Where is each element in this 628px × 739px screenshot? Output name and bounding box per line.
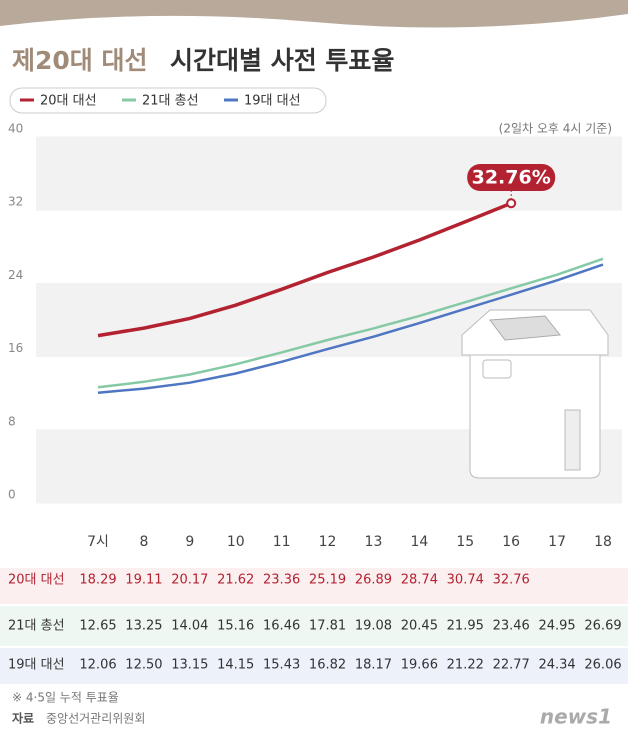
- source: 중앙선거관리위원회: [46, 712, 145, 726]
- line: [97, 263, 604, 394]
- logo: news1: [540, 705, 612, 729]
- y-tick-label: 16: [8, 341, 23, 355]
- table-cell: 24.95: [538, 619, 575, 634]
- x-tick-label: 7시: [87, 534, 109, 550]
- x-tick-label: 18: [594, 534, 612, 550]
- table-cell: 12.50: [125, 658, 162, 673]
- table-cell: 12.65: [79, 619, 116, 634]
- end-marker: [506, 198, 517, 209]
- y-tick-label: 8: [8, 414, 16, 428]
- table-cell: 26.06: [584, 658, 621, 673]
- table-cell: 16.46: [263, 619, 300, 634]
- table-cell: 32.76: [493, 573, 530, 588]
- table-cell: 21.22: [447, 658, 484, 673]
- row-label: 19대 대선: [8, 658, 65, 673]
- y-tick-label: 32: [8, 195, 23, 209]
- table-cell: 21.95: [447, 619, 484, 634]
- table-cell: 13.25: [125, 619, 162, 634]
- table-cell: 26.89: [355, 573, 392, 588]
- table-cell: 15.16: [217, 619, 254, 634]
- y-tick-label: 0: [8, 488, 16, 502]
- x-tick-label: 16: [502, 534, 520, 550]
- table-cell: 26.69: [584, 619, 621, 634]
- table-cell: 21.62: [217, 573, 254, 588]
- table-cell: 30.74: [447, 573, 484, 588]
- x-tick-label: 12: [319, 534, 337, 550]
- legend-label: 19대 대선: [244, 94, 301, 109]
- x-tick-label: 14: [410, 534, 428, 550]
- x-tick-label: 9: [185, 534, 194, 550]
- table-cell: 23.46: [493, 619, 530, 634]
- legend-box: [9, 87, 327, 114]
- row-label: 21대 총선: [8, 619, 65, 634]
- table-cell: 18.29: [79, 573, 116, 588]
- legend-label: 21대 총선: [142, 94, 199, 109]
- table-cell: 18.17: [355, 658, 392, 673]
- legend-label: 20대 대선: [40, 94, 97, 109]
- x-tick-label: 13: [365, 534, 383, 550]
- annotation: 32.76%: [472, 167, 551, 189]
- x-tick-label: 10: [227, 534, 245, 550]
- ballot-box-illustration: [461, 309, 609, 479]
- row-bg: [0, 606, 628, 646]
- table-cell: 20.17: [171, 573, 208, 588]
- x-tick-label: 8: [139, 534, 148, 550]
- table-cell: 14.15: [217, 658, 254, 673]
- line: [97, 201, 512, 338]
- table-cell: 14.04: [171, 619, 208, 634]
- title-highlight: 제20대 대선: [12, 46, 148, 75]
- table-cell: 17.81: [309, 619, 346, 634]
- line: [97, 257, 604, 389]
- table-cell: 13.15: [171, 658, 208, 673]
- table-cell: 16.82: [309, 658, 346, 673]
- title: 시간대별 사전 투표율: [170, 46, 394, 75]
- table-cell: 19.11: [125, 573, 162, 588]
- table-cell: 24.34: [538, 658, 575, 673]
- note: ※ 4·5일 누적 투표율: [12, 691, 119, 705]
- table-cell: 12.06: [79, 658, 116, 673]
- y-tick-label: 24: [8, 268, 23, 282]
- annotation-box: [467, 164, 556, 191]
- x-tick-label: 11: [273, 534, 291, 550]
- table-cell: 19.08: [355, 619, 392, 634]
- table-cell: 15.43: [263, 658, 300, 673]
- source-label: 자료: [12, 711, 34, 726]
- subtitle: (2일차 오후 4시 기준): [499, 122, 612, 136]
- header-band: [0, 0, 628, 28]
- table-cell: 28.74: [401, 573, 438, 588]
- row-bg: [0, 568, 628, 604]
- table-cell: 22.77: [493, 658, 530, 673]
- table-cell: 20.45: [401, 619, 438, 634]
- row-label: 20대 대선: [8, 573, 65, 588]
- x-tick-label: 17: [548, 534, 566, 550]
- x-tick-label: 15: [456, 534, 474, 550]
- row-bg: [0, 648, 628, 684]
- table-cell: 23.36: [263, 573, 300, 588]
- table-cell: 25.19: [309, 573, 346, 588]
- table-cell: 19.66: [401, 658, 438, 673]
- y-tick-label: 40: [8, 122, 23, 136]
